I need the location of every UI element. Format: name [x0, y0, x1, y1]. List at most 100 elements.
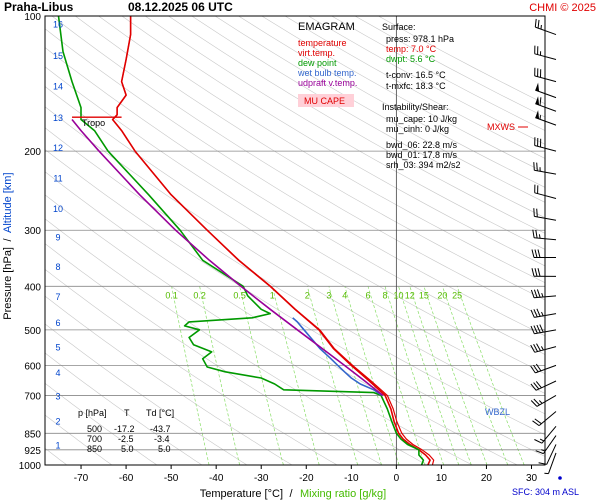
wind-barb-feather: [532, 229, 535, 238]
wind-barb-feather: [536, 308, 541, 317]
wind-barb: [535, 110, 557, 126]
mu-cape-label: MU CAPE: [304, 96, 345, 106]
mixing-ratio-line: [456, 286, 525, 465]
dry-adiabat-line: [45, 106, 545, 415]
surface-t-mxfc: t-mxfc: 18.3 °C: [386, 81, 446, 91]
mixing-ratio-label: 1: [270, 290, 275, 300]
altitude-tick-label: 11: [53, 174, 62, 184]
dew-point-line: [57, 16, 425, 465]
x-tick-label: 30: [526, 473, 538, 484]
datetime-title: 08.12.2025 06 UTC: [128, 0, 233, 14]
wind-barb-staff: [535, 380, 557, 391]
legend-updraft: udpraft v.temp.: [298, 78, 357, 88]
wbzl-label: WBZL: [485, 407, 510, 417]
altitude-tick-label: 7: [55, 292, 60, 302]
mixing-ratio-label: 8: [382, 290, 387, 300]
pressure-tick-label: 1000: [19, 461, 42, 472]
wind-barb: [532, 411, 557, 427]
tropo-label: Tropo: [82, 118, 105, 128]
wind-barb: [530, 380, 557, 391]
wind-barb-feather: [535, 229, 538, 239]
pressure-tick-label: 850: [24, 429, 41, 440]
mxws-label: MXWS: [487, 122, 515, 132]
table-row-500-t: -17.2: [114, 424, 135, 434]
wind-barb-feather: [537, 19, 540, 29]
levels-table: p [hPa] T Td [°C] 500 -17.2 -43.7 700 -2…: [78, 408, 174, 454]
table-row-700-td: -3.4: [154, 434, 170, 444]
legend-wet-bulb: wet bulb temp.: [297, 68, 357, 78]
legend-virt-temp: virt.temp.: [298, 48, 335, 58]
mu-cape-badge: [298, 94, 354, 107]
mixing-ratio-label: 3: [326, 290, 331, 300]
wind-barb-feather: [530, 400, 538, 407]
sfc-marker: [558, 476, 562, 480]
udpraft-v-temp-line: [71, 118, 384, 397]
mixing-ratio-label: 0.1: [165, 290, 178, 300]
x-tick-label: -50: [164, 473, 179, 484]
wind-barb-half-feather: [541, 311, 544, 317]
mixing-ratio-label: 0.2: [193, 290, 206, 300]
wind-barb: [530, 395, 557, 407]
table-row-700-t: -2.5: [118, 434, 134, 444]
wind-barb-feather: [530, 325, 535, 334]
wind-barb-staff: [536, 395, 557, 407]
altitude-tick-label: 8: [55, 262, 60, 272]
mixing-ratio-label: 25: [452, 290, 462, 300]
wind-barb-feather: [536, 162, 538, 171]
pressure-tick-label: 100: [24, 12, 41, 23]
wind-barb-staff: [535, 364, 557, 374]
altitude-tick-label: 2: [55, 416, 60, 426]
wind-barb-feather: [533, 208, 535, 217]
x-tick-label: -30: [254, 473, 269, 484]
dry-adiabat-line: [45, 86, 545, 394]
wind-barb-half-feather: [539, 115, 541, 120]
pressure-tick-label: 400: [24, 282, 41, 293]
mixing-ratio-line: [423, 286, 488, 465]
instability-title: Instability/Shear:: [382, 102, 449, 112]
dry-adiabat-line: [51, 16, 545, 319]
wind-barb: [535, 82, 557, 99]
mixing-ratio-line: [442, 286, 509, 465]
station-title: Praha-Libus: [4, 0, 74, 14]
wind-barb-feather: [534, 249, 538, 258]
y-axis-title: Pressure [hPa] / Altitude [km]: [2, 172, 14, 319]
table-row-850-t: 5.0: [121, 444, 134, 454]
table-row-850-p: 850: [87, 444, 102, 454]
dry-adiabat-line: [145, 16, 545, 250]
wind-barb-feather: [530, 289, 535, 298]
wind-barb-feather: [539, 97, 542, 106]
wind-barb: [531, 249, 557, 258]
wind-barb-feather: [533, 289, 538, 298]
wind-barb-half-feather: [538, 234, 541, 239]
pressure-tick-label: 200: [24, 147, 41, 158]
wind-barb-feather: [534, 418, 542, 425]
wind-barb-feather: [535, 381, 542, 389]
x-tick-label: -40: [209, 473, 224, 484]
table-header-td: Td [°C]: [146, 408, 174, 418]
table-row-500-p: 500: [87, 424, 102, 434]
wind-barb-feather: [536, 343, 541, 352]
wind-barb-staff: [548, 452, 557, 474]
dry-adiabat-line: [214, 16, 545, 203]
wind-barb-feather: [533, 382, 540, 390]
mixing-ratio-label: 15: [419, 290, 429, 300]
wind-barb: [531, 268, 557, 277]
altitude-tick-label: 9: [55, 233, 60, 243]
dry-adiabat-line: [168, 16, 545, 234]
wind-barb: [535, 96, 557, 112]
altitude-tick-label: 15: [53, 51, 63, 61]
x-tick-label: -20: [299, 473, 314, 484]
mixing-ratio-label: 12: [405, 290, 415, 300]
wind-barb-staff: [546, 444, 557, 465]
wind-barb-feather: [532, 420, 540, 427]
dry-adiabat-line: [191, 16, 545, 219]
wind-barb-feather: [533, 162, 535, 171]
x-tick-label: -60: [119, 473, 134, 484]
table-row-700-p: 700: [87, 434, 102, 444]
altitude-tick-label: 6: [55, 318, 60, 328]
wind-barb-pennant: [535, 96, 540, 106]
x-tick-label: 10: [436, 473, 448, 484]
wind-barb: [530, 343, 557, 353]
instability-bwd-01: bwd_01: 17.8 m/s: [386, 150, 458, 160]
